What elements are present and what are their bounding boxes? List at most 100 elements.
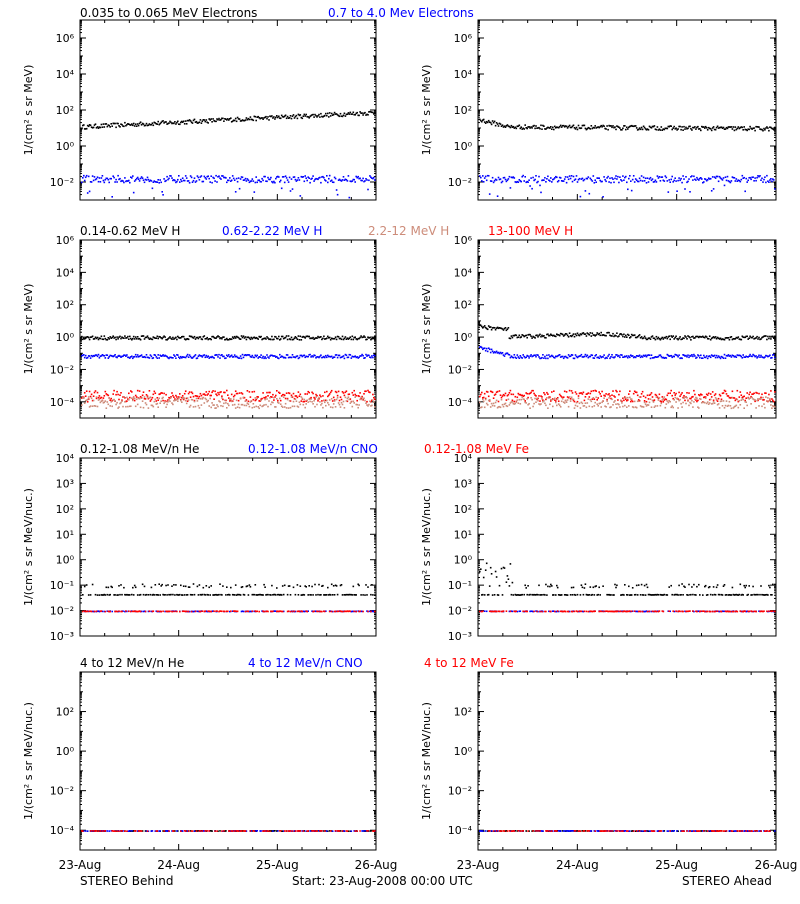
data-point (89, 391, 91, 393)
data-point (99, 594, 101, 596)
data-point (641, 393, 643, 395)
data-point (631, 190, 633, 192)
data-point (766, 339, 768, 341)
data-point (269, 179, 271, 181)
data-point (592, 398, 594, 400)
data-point (564, 178, 566, 180)
data-point (568, 336, 570, 338)
data-point (223, 120, 225, 122)
data-point (656, 396, 658, 398)
data-point (291, 118, 293, 120)
data-point (296, 400, 298, 402)
data-point (208, 587, 210, 589)
data-point (233, 178, 235, 180)
data-point (591, 335, 593, 337)
data-point (328, 404, 330, 406)
data-point (374, 112, 376, 114)
data-point (558, 400, 560, 402)
data-point (248, 401, 250, 403)
y-tick-label: 10⁻¹ (50, 579, 74, 592)
data-point (594, 398, 596, 400)
data-point (180, 400, 182, 402)
data-point (334, 338, 336, 340)
data-point (299, 339, 301, 341)
data-point (519, 357, 521, 359)
data-point (124, 401, 126, 403)
data-point (356, 404, 358, 406)
data-point (353, 402, 355, 404)
data-point (492, 177, 494, 179)
data-point (703, 181, 705, 183)
data-point (264, 586, 266, 588)
data-point (191, 177, 193, 179)
data-point (603, 397, 605, 399)
data-point (723, 177, 725, 179)
data-point (673, 126, 675, 128)
data-point (638, 181, 640, 183)
data-point (136, 399, 138, 401)
data-point (132, 338, 134, 340)
data-point (95, 405, 97, 407)
data-point (571, 175, 573, 177)
data-point (313, 180, 315, 182)
data-point (265, 396, 267, 398)
data-point (612, 390, 614, 392)
data-point (725, 128, 727, 130)
data-point (359, 178, 361, 180)
data-point (333, 114, 335, 116)
data-point (711, 190, 713, 192)
data-point (272, 402, 274, 404)
data-point (725, 405, 727, 407)
data-point (680, 129, 682, 131)
data-point (720, 358, 722, 360)
data-point (158, 583, 160, 585)
data-point (610, 125, 612, 127)
data-point (325, 113, 327, 115)
data-point (283, 396, 285, 398)
data-point (210, 585, 212, 587)
data-point (184, 123, 186, 125)
data-point (770, 390, 772, 392)
data-point (704, 127, 706, 129)
data-point (246, 405, 248, 407)
data-point (365, 584, 367, 586)
data-point (144, 182, 146, 184)
y-tick-label: 10⁰ (454, 140, 473, 153)
data-point (216, 404, 218, 406)
data-point (139, 398, 141, 400)
data-point (192, 393, 194, 395)
data-point (746, 405, 748, 407)
data-point (573, 399, 575, 401)
data-point (231, 180, 233, 182)
data-point (516, 357, 518, 359)
data-point (214, 180, 216, 182)
data-point (605, 181, 607, 183)
data-point (727, 176, 729, 178)
data-point (176, 396, 178, 398)
data-point (364, 400, 366, 402)
data-point (663, 398, 665, 400)
data-point (280, 403, 282, 405)
data-point (337, 194, 339, 196)
data-point (324, 115, 326, 117)
data-point (277, 400, 279, 402)
data-point (244, 405, 246, 407)
data-point (509, 354, 511, 356)
data-point (610, 406, 612, 408)
data-point (576, 335, 578, 337)
data-point (293, 401, 295, 403)
data-point (607, 176, 609, 178)
data-point (754, 130, 756, 132)
data-point (305, 403, 307, 405)
data-point (736, 405, 738, 407)
data-point (360, 594, 362, 596)
data-point (738, 336, 740, 338)
data-point (128, 180, 130, 182)
data-point (366, 401, 368, 403)
data-point (331, 398, 333, 400)
data-point (366, 594, 368, 596)
data-point (101, 336, 103, 338)
data-point (235, 584, 237, 586)
data-point (349, 113, 351, 115)
